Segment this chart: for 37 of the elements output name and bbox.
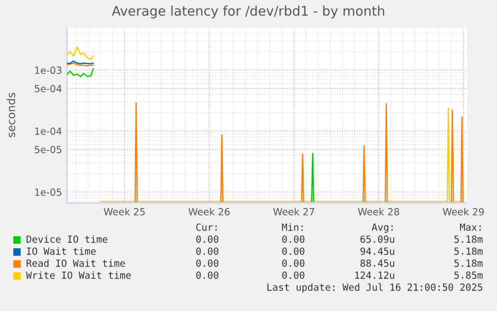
text: 5.18m	[454, 259, 483, 267]
text: 94.45u	[360, 247, 394, 255]
text: 0.00	[282, 235, 304, 243]
x-tick-label: Week 25	[104, 208, 145, 216]
text: 0.00	[282, 259, 304, 267]
legend-label: IO Wait time	[26, 247, 96, 255]
legend-label: Read IO Wait time	[26, 259, 125, 267]
text: Max:	[460, 224, 481, 231]
text: 0.00	[196, 235, 218, 243]
text: 0.00	[282, 271, 304, 279]
legend-label: Device IO time	[26, 235, 108, 243]
text: 5.85m	[454, 271, 483, 279]
x-tick-label: Week 26	[188, 208, 230, 216]
text: 5.18m	[454, 247, 483, 255]
text: 0.00	[196, 271, 218, 279]
text: Cur:	[196, 223, 217, 231]
chart-title: Average latency for /dev/rbd1 - by month	[112, 6, 384, 18]
text: 0.00	[196, 259, 218, 267]
y-tick-label: 5e-04	[34, 84, 62, 92]
text: 88.45u	[360, 259, 394, 267]
text: 5.18m	[454, 235, 483, 243]
text: 0.00	[282, 247, 304, 255]
y-axis-title: seconds	[6, 92, 16, 138]
y-tick-label: 1e-04	[35, 128, 62, 135]
text: 65.09u	[360, 235, 394, 243]
y-tick-label: 5e-05	[34, 146, 62, 154]
x-tick-label: Week 28	[358, 208, 400, 216]
text: 124.12u	[355, 271, 394, 279]
text: Min:	[282, 223, 303, 231]
x-tick-label: Week 29	[442, 208, 484, 216]
x-tick-label: Week 27	[273, 208, 314, 216]
text: Avg:	[372, 224, 393, 233]
y-tick-label: 1e-05	[35, 188, 62, 196]
legend-label: Write IO Wait time	[26, 271, 131, 279]
text: 0.00	[196, 247, 218, 255]
text: Last update: Wed Jul 16 21:00:50 2025	[267, 283, 482, 293]
y-tick-label: 1e-03	[35, 66, 62, 74]
